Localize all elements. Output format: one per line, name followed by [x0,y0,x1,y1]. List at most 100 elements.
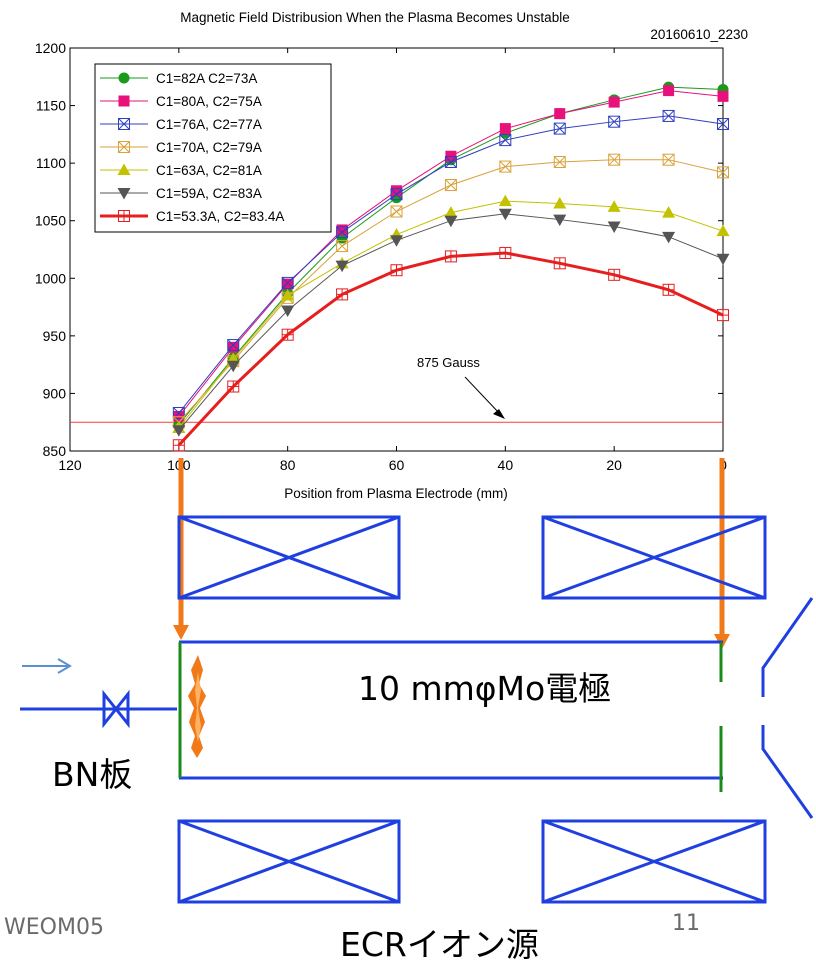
series-6 [172,208,730,437]
data-point [662,206,676,218]
extraction-electrode [761,597,814,819]
y-tick-label: 1050 [35,213,66,229]
data-point [444,215,458,228]
data-point [282,278,294,290]
annotation-arrow-shaft [464,376,501,415]
data-point [281,305,295,318]
data-point [281,328,294,341]
electrode-label: 10 mmφMo電極 [358,669,611,708]
data-point [608,96,620,108]
annotation-label: 875 Gauss [417,355,480,370]
data-point [608,153,621,166]
chart-title: Magnetic Field Distribusion When the Pla… [180,10,569,25]
legend-label: C1=59A, C2=83A [156,186,262,201]
series-line [178,213,724,431]
y-tick-label: 1150 [36,98,66,114]
data-point [553,122,566,135]
y-tick-label: 850 [43,443,67,459]
data-point [227,380,240,393]
page-number: 11 [672,911,700,936]
coil-lower-left [177,819,401,904]
coil-lower-right [541,819,767,904]
data-point [336,224,348,236]
legend: C1=82A C2=73A C1=80A, C2=75A C1=76A, C2=77… [94,63,332,233]
legend-marker [118,72,130,84]
legend-label: C1=70A, C2=79A [156,140,262,155]
series-layer [172,81,730,452]
data-point [662,153,675,166]
legend-entry: C1=80A, C2=75A [100,94,262,109]
data-point [390,188,403,201]
y-tick-label: 1200 [35,40,66,56]
data-point [227,339,240,352]
data-point [499,134,512,147]
plasma-spark-icon [188,655,206,758]
annotation-arrowhead [493,409,505,419]
data-point [391,185,402,197]
data-point [281,289,295,301]
series-7 [172,246,729,452]
data-point [390,205,403,218]
data-point [227,341,239,353]
y-tick-label: 900 [43,385,67,401]
data-point [717,309,729,322]
data-point [172,425,186,437]
gas-flow-arrow-icon [22,658,72,674]
data-point [336,240,349,253]
data-point [553,214,567,227]
data-point [717,117,729,130]
y-tick-label: 1100 [36,155,66,171]
data-point [444,179,457,192]
legend-marker [117,163,131,175]
data-point [716,224,730,237]
data-point [390,235,403,247]
legend-box [94,63,332,233]
y-axis: 850 900 950 1000 1050 1100 1150 1200 [35,40,723,459]
data-point [444,155,457,168]
coil-upper-left [177,515,401,600]
data-point [607,200,621,212]
bn-plate-label: BN板 [52,755,132,794]
data-point [498,208,512,221]
legend-label: C1=82A C2=73A [156,71,257,86]
magnetic-field-chart: Magnetic Field Distribusion When the Pla… [35,10,748,501]
data-point [281,276,294,289]
data-point [499,246,512,259]
data-point [662,231,676,244]
data-point [390,264,403,277]
data-point [499,123,511,135]
x-axis-label: Position from Plasma Electrode (mm) [284,486,508,501]
legend-entry: C1=63A, C2=81A [100,163,262,178]
x-tick-label: 80 [280,457,296,473]
footer-left: WEOM05 [4,915,104,940]
data-point [662,283,675,296]
legend-entry: C1=70A, C2=79A [100,140,262,155]
data-point [336,288,349,301]
legend-marker [118,141,130,153]
data-point [553,196,567,209]
data-point [553,155,566,168]
annotation: 875 Gauss [417,355,505,419]
legend-label: C1=76A, C2=77A [156,117,262,132]
data-point [335,260,349,273]
coil-upper-right [541,515,767,600]
x-tick-label: 40 [498,457,514,473]
valve-icon [102,689,130,729]
legend-label: C1=53.3A, C2=83.4A [156,209,284,224]
ion-source-diagram: 10 mmφMo電極 BN板 ECRイオン源 [20,515,814,964]
gas-inlet [20,658,177,729]
data-point [226,360,240,373]
legend-label: C1=80A, C2=75A [156,94,262,109]
chart-subtitle: 20160610_2230 [650,27,748,42]
x-tick-label: 60 [389,457,405,473]
series-line [177,251,724,447]
legend-marker [118,118,130,130]
data-point [717,90,729,102]
data-point [662,109,675,122]
legend-label: C1=63A, C2=81A [156,163,262,178]
position-arrow-100mm [173,458,189,640]
data-point [717,166,729,179]
legend-marker [117,188,131,200]
legend-marker [118,210,130,222]
